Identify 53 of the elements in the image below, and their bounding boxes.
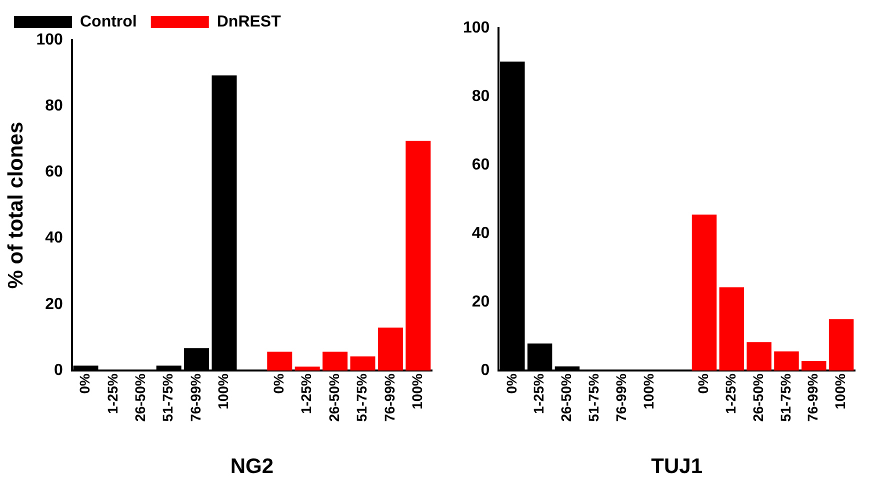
x-tick-label: 51-75% (160, 373, 176, 422)
x-tick-label: 1-25% (298, 372, 314, 414)
bar (746, 342, 772, 371)
y-tick-label: 20 (45, 296, 63, 313)
legend-label: DnREST (216, 13, 282, 30)
bar (378, 328, 403, 371)
y-tick-label: 100 (36, 31, 63, 48)
x-tick-label: 1-25% (530, 372, 547, 414)
x-axis-title: NG2 (230, 455, 274, 478)
x-tick-label: 76-99% (804, 373, 821, 422)
x-tick-label: 76-99% (612, 373, 629, 422)
bar (267, 352, 292, 371)
x-tick-label: 76-99% (187, 373, 204, 422)
x-tick-label: 1-25% (722, 372, 739, 414)
x-tick-label: 51-75% (354, 373, 370, 422)
x-tick-label: 51-75% (777, 373, 794, 422)
legend-label: Control (80, 13, 137, 30)
y-tick-label: 100 (462, 19, 490, 36)
bar (719, 287, 744, 371)
x-tick-label: 0% (270, 372, 287, 394)
bar (774, 351, 799, 371)
bar (350, 356, 376, 371)
y-tick-label: 80 (472, 88, 490, 105)
x-tick-label: 100% (640, 373, 656, 410)
bar (828, 319, 854, 371)
x-tick-label: 100% (832, 373, 848, 410)
x-tick-label: 100% (409, 373, 426, 410)
y-tick-label: 0 (480, 362, 490, 379)
x-tick-label: 76-99% (381, 373, 398, 422)
y-tick-label: 80 (45, 98, 63, 115)
bar (802, 360, 826, 371)
y-tick-label: 60 (45, 164, 63, 181)
bar (406, 140, 431, 371)
y-tick-label: 60 (472, 156, 490, 174)
y-axis-title: % of total clones (4, 122, 28, 289)
x-tick-label: 26-50% (132, 373, 148, 422)
x-tick-label: 26-50% (326, 373, 342, 422)
y-tick-label: 40 (472, 224, 490, 242)
x-axis-title: TUJ1 (651, 455, 703, 478)
x-tick-label: 100% (215, 373, 232, 410)
y-tick-label: 40 (45, 230, 63, 247)
y-tick-label: 20 (472, 293, 490, 310)
x-tick-label: 0% (76, 372, 93, 394)
x-tick-label: 26-50% (750, 373, 766, 422)
bar (322, 352, 348, 371)
bar (692, 214, 717, 371)
x-tick-label: 26-50% (558, 373, 574, 422)
y-tick-label: 0 (54, 362, 63, 379)
bar (294, 366, 320, 371)
x-tick-label: 51-75% (585, 373, 602, 422)
x-tick-label: 0% (503, 372, 520, 394)
x-tick-label: 0% (695, 372, 712, 394)
x-tick-label: 1-25% (104, 372, 120, 414)
